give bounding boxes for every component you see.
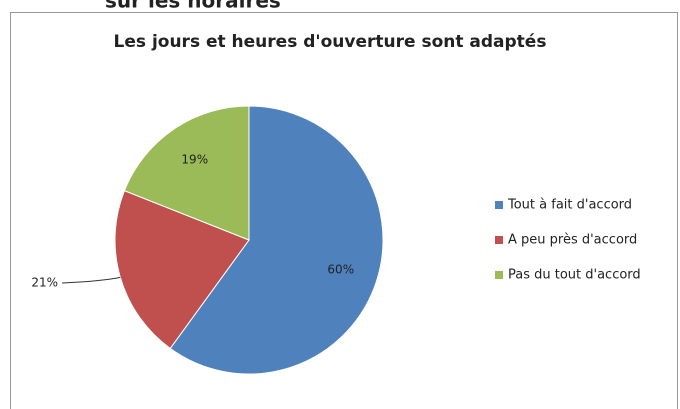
- pie-slice: [114, 190, 250, 350]
- pie-slice: [169, 105, 384, 375]
- legend-label: Tout à fait d'accord: [507, 198, 632, 213]
- legend-swatch: [495, 271, 503, 279]
- leader-line: [61, 276, 121, 284]
- legend-label: A peu près d'accord: [508, 233, 637, 248]
- chart-title: Les jours et heures d'ouverture sont ada…: [114, 32, 547, 52]
- data-label: 19%: [181, 153, 208, 167]
- heading: sur les horaires: [105, 0, 281, 13]
- legend-swatch: [495, 201, 503, 209]
- pie-slice: [123, 105, 250, 241]
- legend-label: Pas du tout d'accord: [508, 268, 641, 283]
- legend-swatch: [495, 236, 503, 244]
- data-label: 21%: [31, 276, 58, 290]
- data-label: 60%: [327, 262, 354, 276]
